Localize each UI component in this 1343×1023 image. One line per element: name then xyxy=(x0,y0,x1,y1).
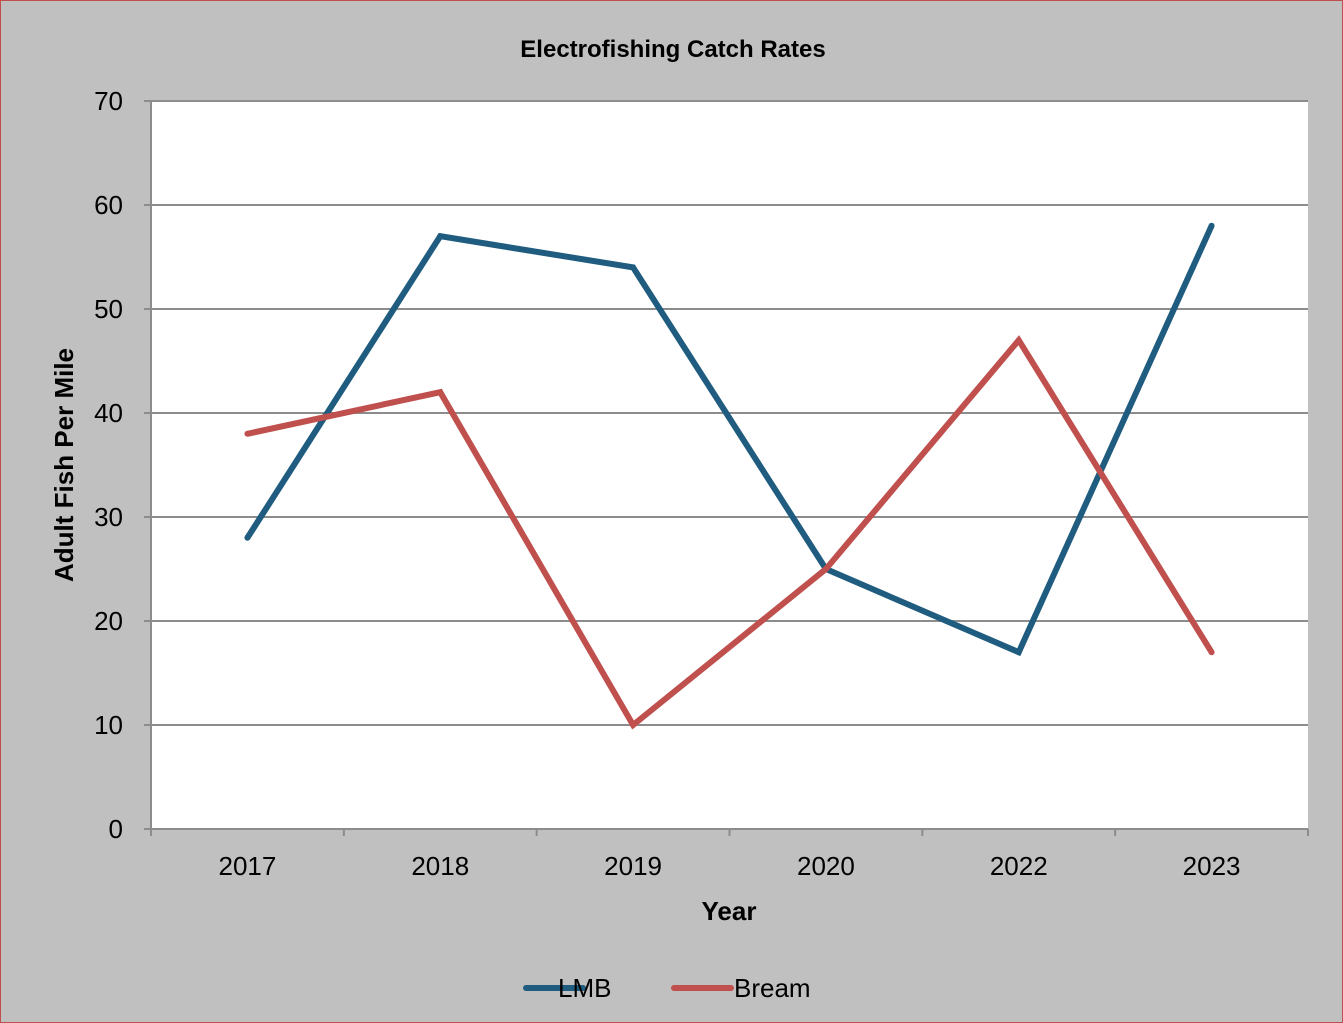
data-point-bream xyxy=(1208,649,1215,656)
series-line-bream xyxy=(246,335,1215,730)
x-tick-label: 2018 xyxy=(411,851,469,881)
chart-title: Electrofishing Catch Rates xyxy=(520,36,825,63)
data-point-lmb xyxy=(437,233,444,240)
data-point-lmb xyxy=(244,534,251,541)
y-tick-label: 30 xyxy=(94,502,123,532)
data-point-bream xyxy=(437,389,444,396)
y-tick-label: 50 xyxy=(94,294,123,324)
y-tick-label: 10 xyxy=(94,710,123,740)
x-tick-label: 2017 xyxy=(218,851,276,881)
legend-label-bream: Bream xyxy=(734,973,811,1003)
data-point-lmb xyxy=(1015,649,1022,656)
series-lines xyxy=(244,222,1215,730)
y-axis-title: Adult Fish Per Mile xyxy=(49,348,79,582)
legend: LMB Bream xyxy=(523,973,811,1003)
legend-label-lmb: LMB xyxy=(558,973,611,1003)
x-tick-label: 2019 xyxy=(604,851,662,881)
axes: 0 10 20 30 40 50 60 70 2017 2018 2019 2020 2022 2023 xyxy=(94,86,1309,881)
data-point-bream xyxy=(630,722,637,728)
data-point-bream xyxy=(822,566,829,572)
y-tick-label: 40 xyxy=(94,398,123,428)
x-tick-label: 2020 xyxy=(797,851,855,881)
y-tick-label: 0 xyxy=(109,814,123,844)
x-tick-label: 2023 xyxy=(1183,851,1241,881)
data-point-bream xyxy=(1015,337,1022,344)
series-line-lmb xyxy=(244,224,1215,657)
data-point-lmb xyxy=(1208,222,1215,229)
plot-area xyxy=(151,101,1308,829)
y-tick-label: 70 xyxy=(94,86,123,116)
x-tick-label: 2022 xyxy=(990,851,1048,881)
data-point-bream xyxy=(244,430,251,437)
y-tick-label: 60 xyxy=(94,190,123,220)
y-tick-label: 20 xyxy=(94,606,123,636)
data-point-lmb xyxy=(630,264,637,271)
x-axis-title: Year xyxy=(702,896,757,926)
